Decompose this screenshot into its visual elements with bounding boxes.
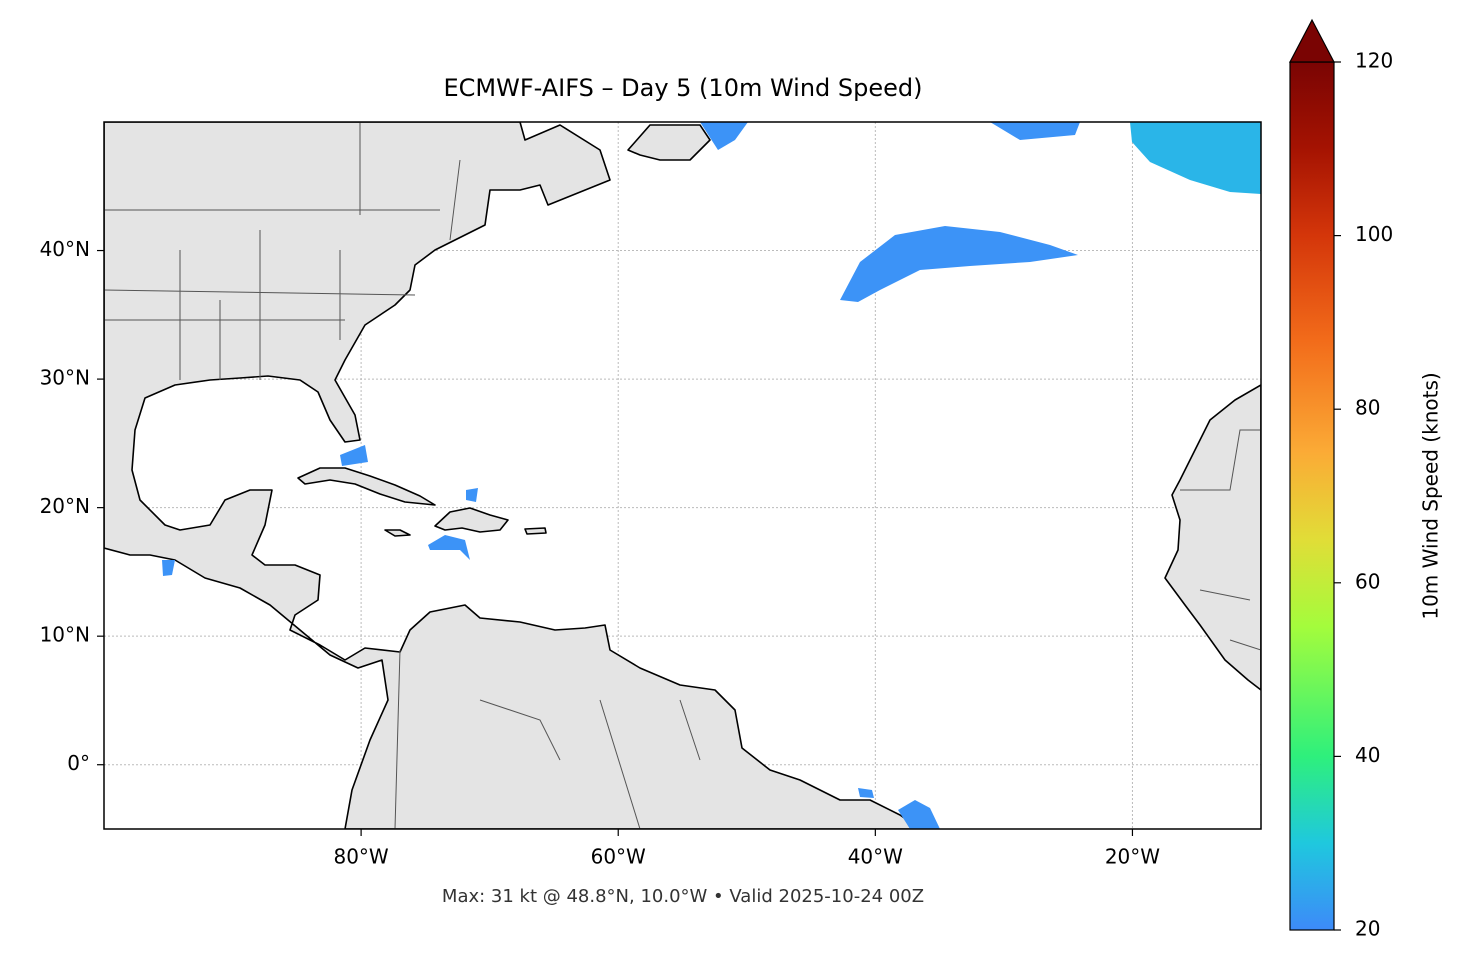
wind-swath: [840, 226, 1078, 302]
lon-tick-label: 20°W: [1105, 845, 1160, 869]
lat-tick-label: 20°N: [40, 494, 90, 518]
map-title: ECMWF-AIFS – Day 5 (10m Wind Speed): [443, 74, 922, 102]
lat-tick-label: 30°N: [40, 366, 90, 390]
colorbar-tick-label: 120: [1355, 49, 1393, 73]
map-frame: [103, 121, 1262, 830]
cuba: [297, 467, 436, 506]
colorbar: [1289, 61, 1335, 931]
lat-tick-label: 0°: [67, 751, 90, 775]
lon-tick-label: 80°W: [333, 845, 388, 869]
caption: Max: 31 kt @ 48.8°N, 10.0°W • Valid 2025…: [442, 886, 924, 907]
hispaniola: [434, 507, 509, 533]
lat-tick-label: 10°N: [40, 623, 90, 647]
wind-swath: [700, 122, 748, 150]
wind-swath: [990, 122, 1080, 140]
colorbar-extend: [1289, 18, 1335, 63]
state-borders: [104, 122, 1261, 829]
colorbar-label: 10m Wind Speed (knots): [1419, 372, 1443, 619]
colorbar-tick-label: 100: [1355, 222, 1393, 246]
jamaica: [384, 529, 411, 537]
colorbar-tick-label: 80: [1355, 396, 1380, 420]
colorbar-tick-label: 20: [1355, 917, 1380, 941]
lon-tick-label: 40°W: [848, 845, 903, 869]
wind-swath: [1130, 122, 1261, 194]
map-area: [104, 122, 1261, 829]
puerto-rico: [524, 527, 547, 535]
lon-tick-label: 60°W: [591, 845, 646, 869]
africa: [1164, 384, 1261, 691]
colorbar-tick-label: 40: [1355, 743, 1380, 767]
colorbar-tick-label: 60: [1355, 569, 1380, 593]
newfoundland: [627, 124, 711, 161]
lat-tick-label: 40°N: [40, 237, 90, 261]
wind-swath: [898, 800, 940, 829]
